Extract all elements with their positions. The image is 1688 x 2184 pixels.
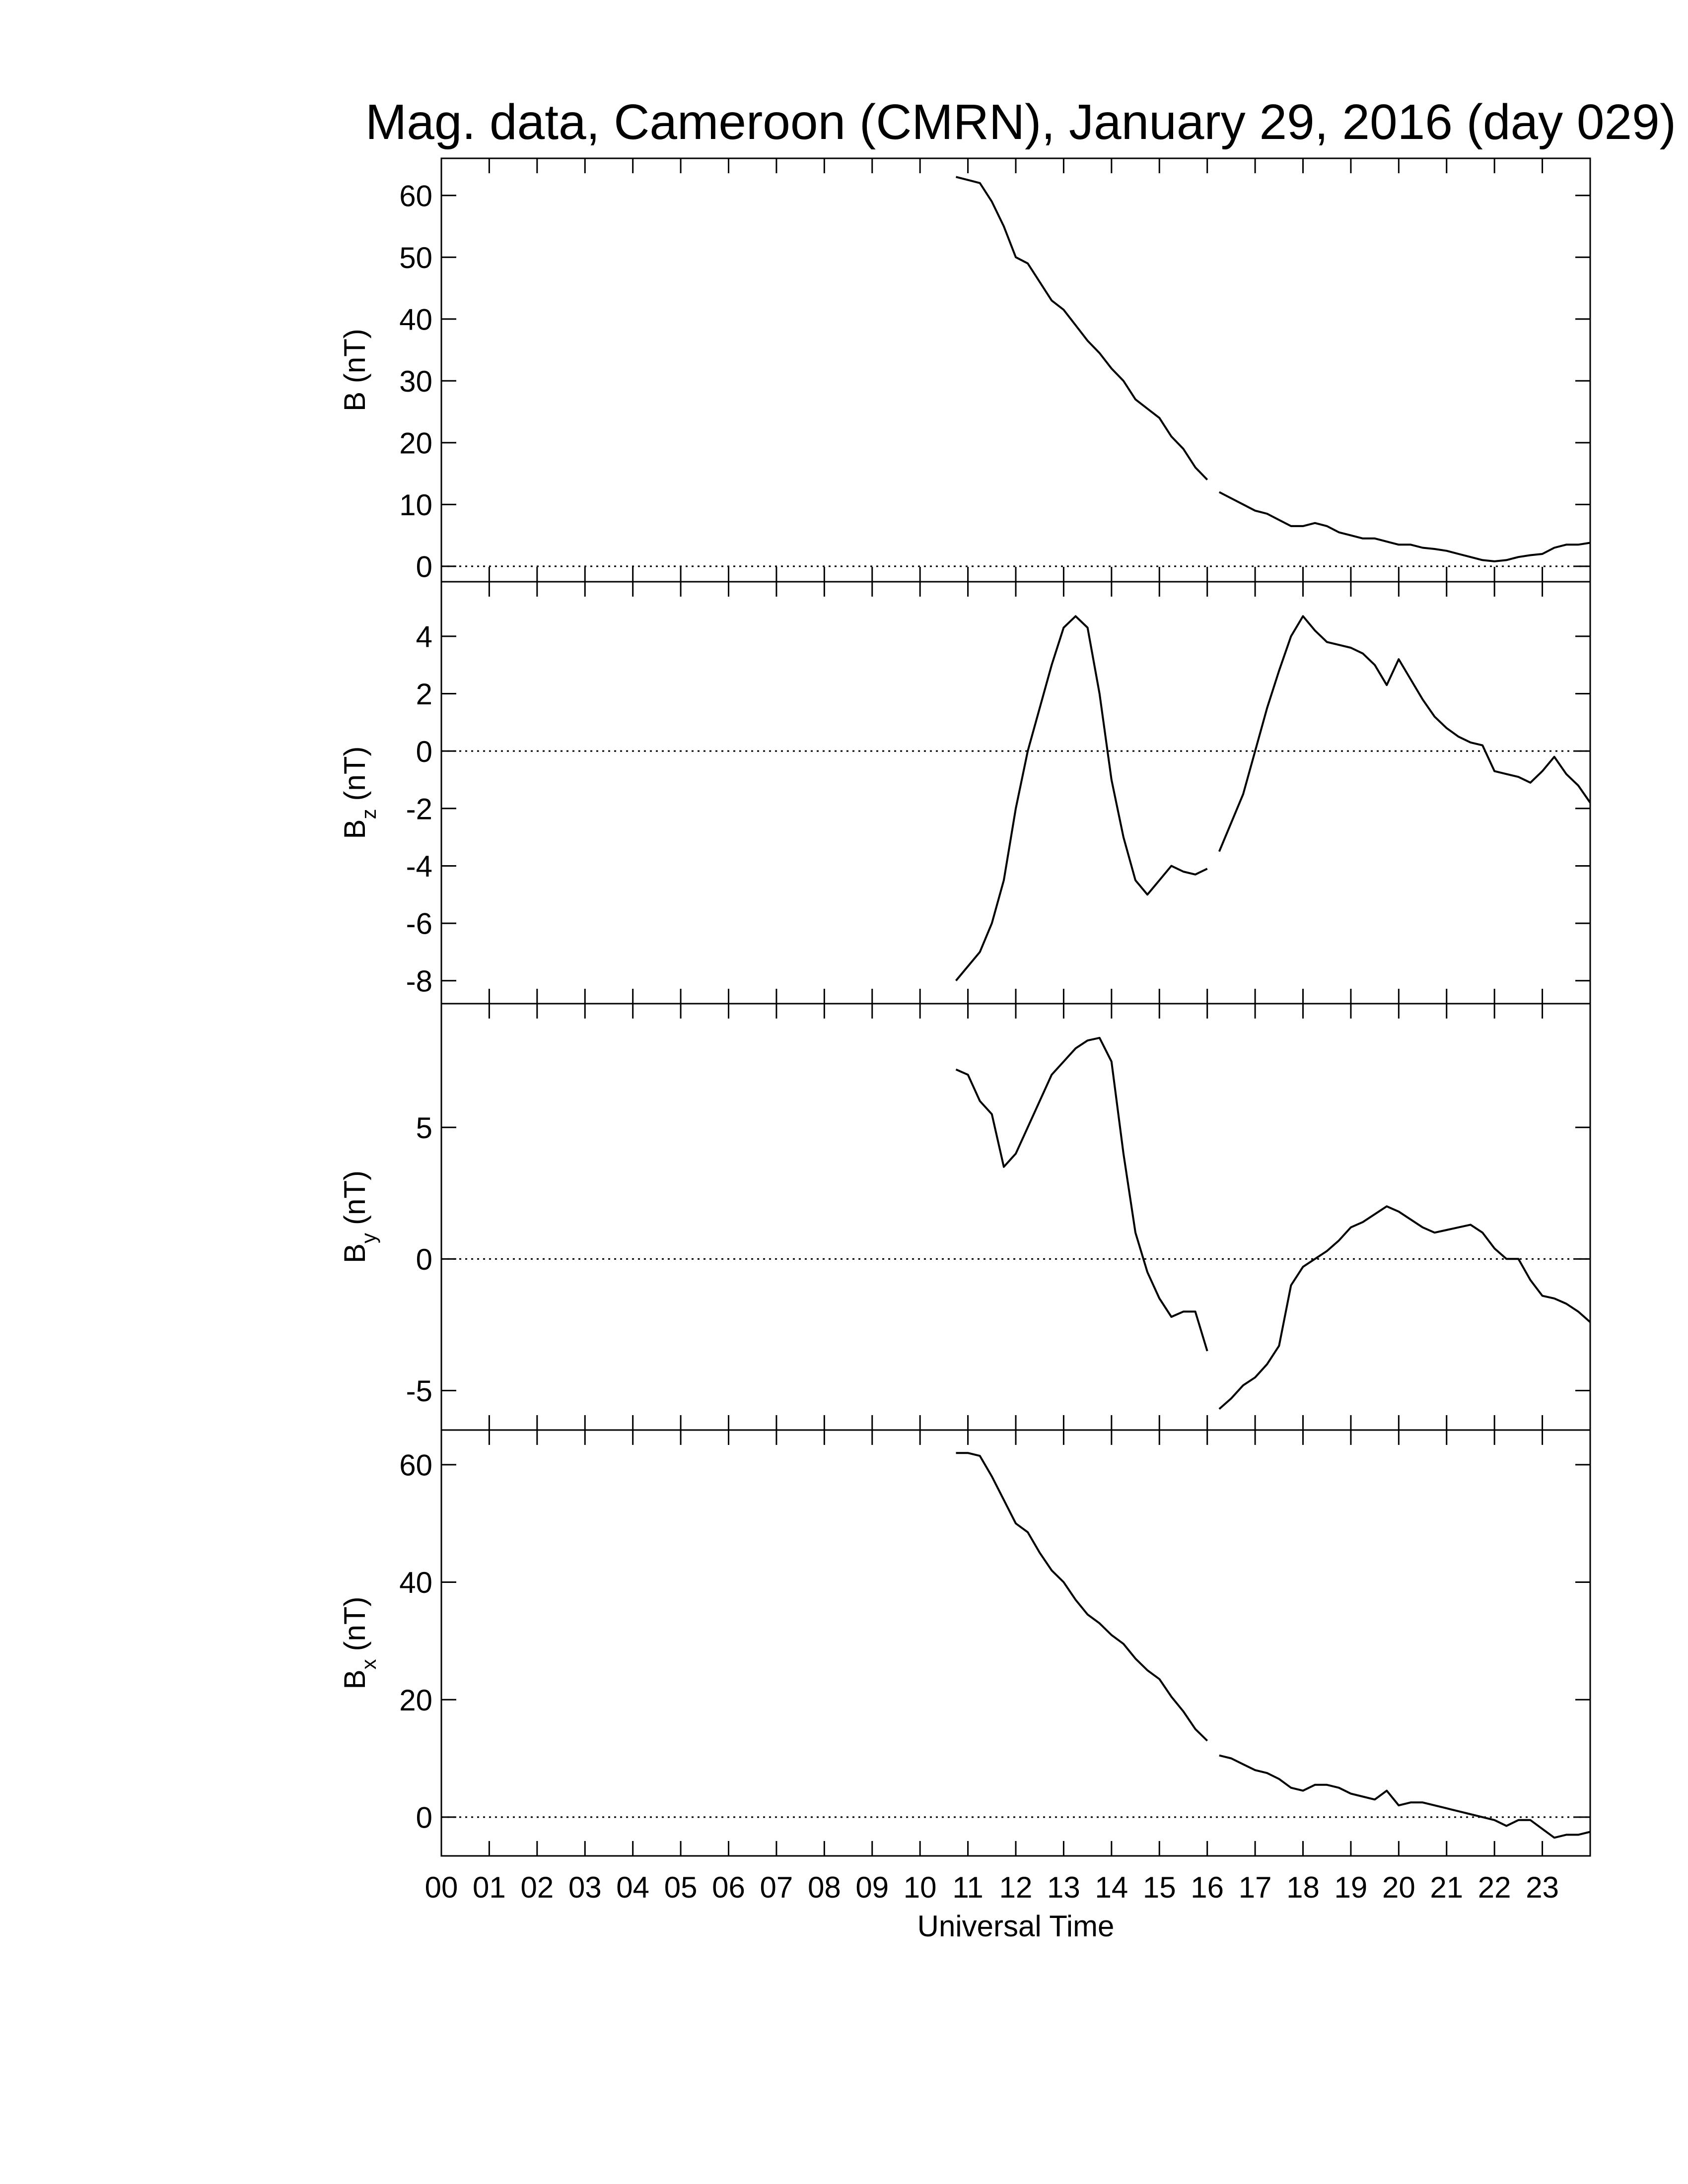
x-tick-label: 02	[520, 1871, 554, 1904]
x-tick-label: 15	[1143, 1871, 1176, 1904]
y-axis-label: Bx (nT)	[338, 1596, 380, 1689]
x-tick-label: 14	[1095, 1871, 1128, 1904]
y-label-main: B	[338, 819, 371, 839]
x-tick-label: 22	[1478, 1871, 1511, 1904]
x-tick-label: 13	[1047, 1871, 1080, 1904]
y-tick-label: 60	[399, 179, 432, 212]
y-tick-label: -4	[406, 850, 432, 883]
data-line	[956, 176, 1591, 562]
y-tick-label: 10	[399, 488, 432, 522]
y-tick-label: 20	[399, 1684, 432, 1717]
x-tick-label: 00	[425, 1871, 458, 1904]
y-axis-label: B (nT)	[338, 329, 371, 411]
y-axis-label: By (nT)	[338, 1170, 380, 1263]
x-tick-label: 12	[999, 1871, 1033, 1904]
y-tick-label: 2	[416, 678, 432, 711]
data-line	[955, 1036, 1591, 1410]
chart-title: Mag. data, Cameroon (CMRN), January 29, …	[365, 94, 1676, 150]
x-tick-label: 10	[904, 1871, 937, 1904]
x-tick-label: 01	[473, 1871, 506, 1904]
y-tick-label: -6	[406, 907, 432, 941]
y-tick-label: -8	[406, 964, 432, 998]
data-line	[955, 615, 1591, 981]
y-tick-label: 5	[416, 1111, 432, 1145]
y-tick-label: -5	[406, 1374, 432, 1408]
y-tick-label: -2	[406, 792, 432, 825]
y-tick-label: 20	[399, 426, 432, 460]
y-tick-label: 60	[399, 1448, 432, 1482]
x-tick-label: 05	[664, 1871, 698, 1904]
x-tick-label: 20	[1382, 1871, 1415, 1904]
y-label-main: B	[338, 1243, 371, 1263]
x-tick-label: 18	[1286, 1871, 1320, 1904]
y-tick-label: 4	[416, 620, 432, 653]
y-tick-label: 0	[416, 1801, 432, 1834]
x-tick-label: 03	[568, 1871, 602, 1904]
y-label-sub: x	[357, 1659, 380, 1669]
x-tick-label: 08	[808, 1871, 841, 1904]
y-tick-label: 0	[416, 1243, 432, 1276]
x-tick-label: 11	[952, 1871, 983, 1904]
x-tick-label: 19	[1335, 1871, 1368, 1904]
y-label-main: B	[338, 1669, 371, 1689]
y-tick-label: 0	[416, 735, 432, 768]
y-label-sub: z	[357, 809, 380, 819]
x-tick-label: 07	[760, 1871, 793, 1904]
plot-frame	[440, 1429, 1591, 1857]
y-tick-label: 0	[416, 550, 432, 583]
y-label-main: B (nT)	[338, 329, 371, 411]
y-label-unit: (nT)	[338, 1170, 371, 1225]
y-label-unit: (nT)	[338, 1596, 371, 1651]
x-tick-label: 21	[1430, 1871, 1463, 1904]
x-tick-label: 16	[1191, 1871, 1224, 1904]
y-label-sub: y	[357, 1233, 380, 1243]
x-axis-label: Universal Time	[917, 1910, 1115, 1943]
x-tick-label: 09	[855, 1871, 889, 1904]
y-tick-label: 40	[399, 1566, 432, 1599]
x-tick-label: 17	[1239, 1871, 1272, 1904]
y-axis-label: Bz (nT)	[338, 746, 380, 839]
x-tick-label: 23	[1526, 1871, 1559, 1904]
data-line	[956, 1452, 1591, 1839]
x-tick-label: 04	[616, 1871, 649, 1904]
y-tick-label: 30	[399, 365, 432, 398]
y-tick-label: 50	[399, 241, 432, 274]
y-tick-label: 40	[399, 303, 432, 336]
y-label-unit: (nT)	[338, 746, 371, 801]
x-tick-label: 06	[712, 1871, 745, 1904]
